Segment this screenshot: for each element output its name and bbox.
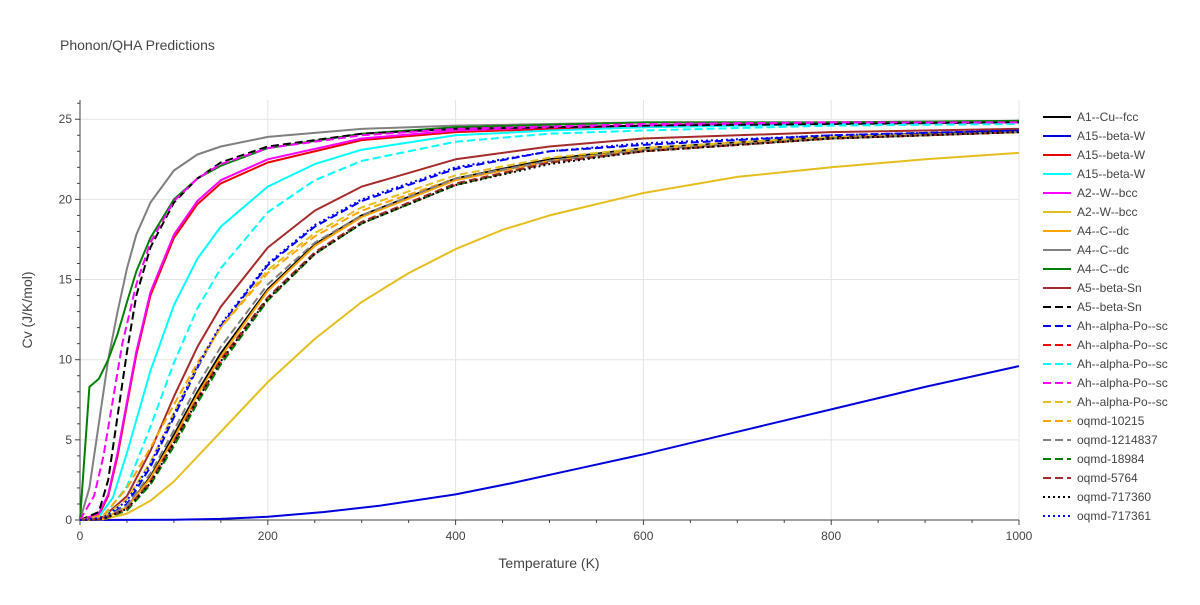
y-tick-label: 25 [59, 112, 73, 126]
legend-label: Ah--alpha-Po--sc [1077, 357, 1168, 371]
series-line-15 [79, 121, 1019, 521]
y-tick-label: 10 [59, 353, 73, 367]
series-line-2 [79, 365, 1020, 521]
legend-label: Ah--alpha-Po--sc [1077, 376, 1168, 390]
y-tick-label: 0 [65, 513, 72, 527]
series-line-5 [79, 121, 1019, 521]
legend-label: oqmd-18984 [1077, 452, 1145, 466]
legend-label: A4--C--dc [1077, 243, 1129, 257]
x-axis-title: Temperature (K) [498, 555, 599, 571]
x-tick-label: 200 [258, 529, 278, 543]
legend-label: A4--C--dc [1077, 224, 1129, 238]
legend-label: oqmd-1214837 [1077, 433, 1158, 447]
legend: A1--Cu--fcc A15--beta-W A15--beta-W A15--be… [1043, 110, 1168, 523]
legend-label: Ah--alpha-Po--sc [1077, 319, 1168, 333]
y-tick-label: 20 [59, 192, 73, 206]
y-axis-title: Cv (J/K/mol) [19, 272, 35, 349]
legend-label: oqmd-717360 [1077, 490, 1151, 504]
series-group [79, 119, 1020, 521]
x-tick-label: 800 [821, 529, 841, 543]
x-tick-label: 400 [446, 529, 466, 543]
legend-label: A15--beta-W [1077, 129, 1146, 143]
series-line-21 [79, 131, 1020, 521]
legend-label: oqmd-5764 [1077, 471, 1138, 485]
y-tick-label: 5 [65, 433, 72, 447]
series-line-4 [79, 121, 1020, 521]
series-line-8 [79, 119, 1020, 521]
series-line-6 [79, 151, 1020, 521]
x-tick-label: 600 [633, 529, 653, 543]
series-line-9 [79, 119, 1020, 521]
series-line-14 [79, 123, 1020, 521]
legend-label: A2--W--bcc [1077, 205, 1137, 219]
legend-label: oqmd-10215 [1077, 414, 1145, 428]
chart-title: Phonon/QHA Predictions [60, 37, 215, 53]
legend-label: A2--W--bcc [1077, 186, 1137, 200]
grid [80, 100, 1020, 520]
axes: 0 200 400 600 800 1000 0 5 10 15 20 25 [59, 100, 1033, 543]
x-tick-label: 0 [77, 529, 84, 543]
legend-label: A15--beta-W [1077, 148, 1146, 162]
legend-label: oqmd-717361 [1077, 509, 1151, 523]
series-line-3 [79, 121, 1019, 521]
series-line-12 [79, 129, 1020, 521]
series-line-18 [79, 131, 1020, 521]
legend-label: A5--beta-Sn [1077, 300, 1142, 314]
x-tick-label: 1000 [1006, 529, 1033, 543]
series-line-22 [79, 129, 1020, 521]
y-tick-label: 15 [59, 273, 73, 287]
legend-label: A5--beta-Sn [1077, 281, 1142, 295]
series-line-11 [79, 121, 1020, 521]
legend-label: A1--Cu--fcc [1077, 110, 1138, 124]
series-line-16 [79, 131, 1020, 521]
series-line-10 [79, 127, 1020, 521]
legend-label: A15--beta-W [1077, 167, 1146, 181]
legend-label: Ah--alpha-Po--sc [1077, 395, 1168, 409]
legend-label: Ah--alpha-Po--sc [1077, 338, 1168, 352]
legend-label: A4--C--dc [1077, 262, 1129, 276]
